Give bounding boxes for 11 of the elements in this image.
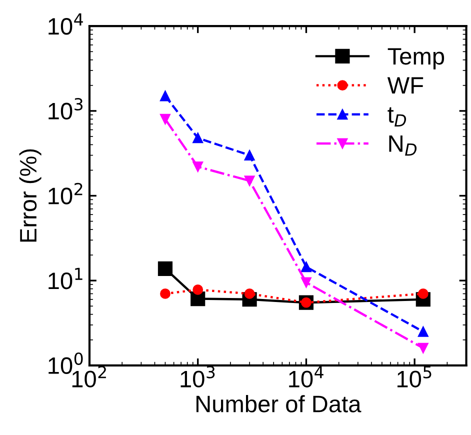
legend-label: t$_{D}$ [388,107,406,126]
y-tick-label: 10$^{4}$ [48,13,83,35]
x-axis-title: Number of Data [196,395,362,412]
legend-label: N$_{D}$ [389,135,417,156]
legend-label: WF [387,77,424,94]
y-axis-title: Error (%) [19,149,42,242]
legend-label: Temp [388,48,444,70]
y-tick-label: 10$^{3}$ [48,98,83,120]
x-tick-label: 10$^{4}$ [289,366,324,388]
y-tick-label: 10$^{1}$ [48,268,82,290]
y-tick-label: 10$^{2}$ [48,182,82,204]
